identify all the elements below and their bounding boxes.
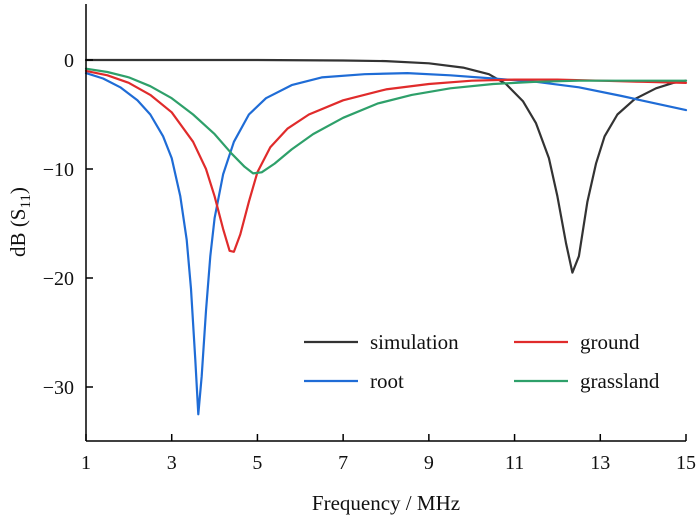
x-axis-title: Frequency / MHz — [312, 491, 460, 515]
x-tick-label: 13 — [590, 452, 610, 474]
legend-label-grassland: grassland — [580, 369, 660, 393]
legend-label-ground: ground — [580, 330, 640, 354]
x-tick-label: 7 — [338, 452, 348, 474]
legend-label-root: root — [370, 369, 404, 393]
x-tick-label: 15 — [676, 452, 696, 474]
series-line-root — [84, 71, 688, 416]
y-tick-label: −30 — [43, 377, 74, 399]
y-axis-title: dB (S11) — [6, 187, 34, 257]
y-axis-title-main: dB (S — [6, 209, 30, 257]
series-line-grassland — [84, 67, 688, 175]
y-tick-label: −20 — [43, 268, 74, 290]
x-tick-label: 9 — [424, 452, 434, 474]
x-tick-label: 5 — [252, 452, 262, 474]
y-tick-label: −10 — [43, 159, 74, 181]
axis-ticks: 1 3 5 7 9 11 13 150−10−20−30 — [43, 50, 696, 474]
y-axis-title-subscript: 11 — [18, 194, 34, 208]
legend: simulation root ground grassland — [304, 330, 660, 393]
y-tick-label: 0 — [64, 50, 74, 72]
x-tick-label: 1 — [81, 452, 91, 474]
y-axis-title-close: ) — [6, 187, 30, 194]
x-tick-label: 3 — [167, 452, 177, 474]
x-tick-label: 11 — [505, 452, 524, 474]
legend-label-simulation: simulation — [370, 330, 459, 354]
series-line-simulation — [84, 58, 688, 274]
plot-series — [84, 58, 688, 416]
series-line-ground — [84, 69, 688, 253]
